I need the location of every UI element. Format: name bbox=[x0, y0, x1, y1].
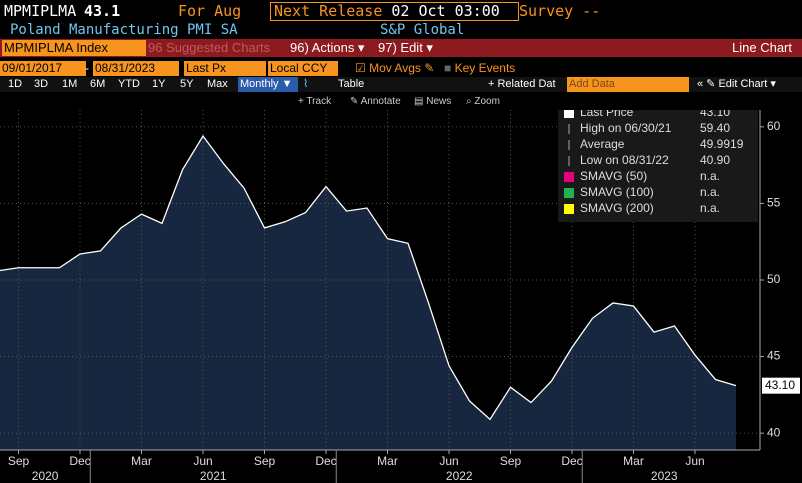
chart: 40 45 50 55 60 43.10 Sep Dec Mar Jun Sep Dec Mar Jun S… bbox=[0, 110, 802, 483]
edit-chart[interactable]: « ✎ Edit Chart ▾ bbox=[697, 78, 776, 90]
range-button[interactable]: YTD bbox=[118, 78, 140, 90]
legend-value: n.a. bbox=[700, 185, 720, 199]
range-button[interactable]: 1Y bbox=[152, 78, 166, 90]
year-label: 2022 bbox=[446, 469, 473, 483]
actions-menu[interactable]: 96) Actions ▾ bbox=[290, 40, 365, 55]
related-data[interactable]: + Related Dat bbox=[488, 78, 556, 90]
mov-avgs-label: Mov Avgs bbox=[369, 61, 421, 75]
x-tick-label: Sep bbox=[8, 454, 30, 468]
table-button[interactable]: Table bbox=[338, 78, 365, 90]
range-row: Monthly ▼ ⌇ Table + Related Dat Add Data… bbox=[0, 77, 802, 92]
legend-value: 49.9919 bbox=[700, 137, 744, 151]
range-button[interactable]: 1M bbox=[62, 78, 78, 90]
legend-label: Last Price bbox=[580, 110, 634, 119]
legend-label: Low on 08/31/22 bbox=[580, 153, 669, 167]
tools-row: + Track ✎ Annotate ▤ News ⌕ Zoom bbox=[0, 94, 802, 109]
area-fill bbox=[0, 136, 736, 450]
header-row: MPMIPLMA 43.1 For Aug Next Release 02 Oc… bbox=[0, 0, 802, 22]
add-data[interactable]: Add Data bbox=[567, 77, 689, 92]
price-field[interactable]: Last Px bbox=[184, 61, 266, 76]
y-tick-label: 45 bbox=[767, 349, 781, 363]
end-date[interactable]: 08/31/2023 bbox=[93, 61, 179, 76]
key-events[interactable]: ■ Key Events bbox=[444, 61, 516, 75]
news-tool[interactable]: ▤ News bbox=[414, 96, 452, 107]
legend-value: 59.40 bbox=[700, 121, 730, 135]
x-tick-label: Dec bbox=[69, 454, 90, 468]
range-button[interactable]: 5Y bbox=[180, 78, 194, 90]
security-name: Poland Manufacturing PMI SA bbox=[10, 22, 238, 38]
start-date[interactable]: 09/01/2017 bbox=[0, 61, 86, 76]
settings-row: 09/01/2017 - 08/31/2023 Last Px Local CC… bbox=[0, 61, 802, 76]
y-tick-label: 60 bbox=[767, 119, 781, 133]
legend-label: SMAVG (200) bbox=[580, 201, 654, 215]
menu-bar: MPMIPLMA Index 96 Suggested Charts 96) A… bbox=[0, 39, 802, 57]
last-value-label: 43.10 bbox=[765, 378, 795, 392]
price-line bbox=[0, 134, 737, 421]
suggested-charts[interactable]: 96 Suggested Charts bbox=[148, 40, 271, 55]
survey-value: -- bbox=[582, 2, 601, 20]
subheader-row: Poland Manufacturing PMI SA S&P Global bbox=[0, 22, 802, 38]
next-release-label: Next Release bbox=[274, 2, 383, 20]
legend: Last Price 43.10 High on 06/30/21 59.40 Aver… bbox=[558, 110, 758, 222]
survey: Survey -- bbox=[519, 0, 600, 22]
x-tick-label: Sep bbox=[500, 454, 522, 468]
y-tick-label: 50 bbox=[767, 272, 781, 286]
x-tick-label: Mar bbox=[623, 454, 644, 468]
legend-label: SMAVG (100) bbox=[580, 185, 654, 199]
legend-swatch bbox=[564, 188, 574, 198]
legend-value: 43.10 bbox=[700, 110, 730, 119]
legend-swatch bbox=[564, 172, 574, 182]
security-field[interactable]: MPMIPLMA Index bbox=[2, 40, 146, 56]
year-label: 2021 bbox=[200, 469, 227, 483]
next-release-date: 02 Oct 03:00 bbox=[391, 2, 500, 20]
legend-value: n.a. bbox=[700, 169, 720, 183]
last-value-tag bbox=[762, 377, 800, 394]
legend-swatch bbox=[564, 204, 574, 214]
x-tick-label: Dec bbox=[561, 454, 582, 468]
annotate-tool[interactable]: ✎ Annotate bbox=[350, 96, 401, 107]
zoom-tool[interactable]: ⌕ Zoom bbox=[466, 96, 500, 107]
source: S&P Global bbox=[380, 22, 465, 38]
ticker: MPMIPLMA bbox=[4, 2, 77, 20]
track-tool[interactable]: + Track bbox=[298, 96, 332, 107]
range-button[interactable]: 6M bbox=[90, 78, 106, 90]
year-label: 2020 bbox=[32, 469, 59, 483]
frequency[interactable]: Monthly ▼ bbox=[238, 77, 298, 92]
year-label: 2023 bbox=[651, 469, 678, 483]
y-tick-label: 40 bbox=[767, 425, 781, 439]
survey-label: Survey bbox=[519, 2, 574, 20]
range-button[interactable]: Max bbox=[207, 78, 228, 90]
legend-value: n.a. bbox=[700, 201, 720, 215]
next-release: Next Release 02 Oct 03:00 bbox=[270, 2, 519, 21]
x-tick-label: Dec bbox=[315, 454, 336, 468]
chart-type: Line Chart bbox=[732, 40, 792, 55]
range-button[interactable]: 3D bbox=[34, 78, 49, 90]
chart-icon[interactable]: ⌇ bbox=[303, 78, 309, 90]
x-tick-label: Jun bbox=[685, 454, 704, 468]
mov-avgs[interactable]: ☑ Mov Avgs ✎ bbox=[355, 61, 435, 75]
date-sep: - bbox=[85, 61, 89, 75]
legend-swatch bbox=[564, 110, 574, 118]
x-tick-label: Jun bbox=[439, 454, 458, 468]
x-tick-label: Mar bbox=[377, 454, 398, 468]
range-button[interactable]: 1D bbox=[8, 78, 23, 90]
period: For Aug bbox=[178, 2, 242, 20]
legend-label: Average bbox=[580, 137, 625, 151]
currency-field[interactable]: Local CCY bbox=[268, 61, 338, 76]
key-events-label: Key Events bbox=[454, 61, 516, 75]
legend-value: 40.90 bbox=[700, 153, 730, 167]
legend-label: SMAVG (50) bbox=[580, 169, 647, 183]
x-tick-label: Jun bbox=[193, 454, 212, 468]
last-value: 43.1 bbox=[84, 2, 121, 20]
x-tick-label: Mar bbox=[131, 454, 152, 468]
edit-menu[interactable]: 97) Edit ▾ bbox=[378, 40, 433, 55]
legend-box bbox=[558, 110, 758, 222]
legend-label: High on 06/30/21 bbox=[580, 121, 672, 135]
y-tick-label: 55 bbox=[767, 196, 781, 210]
x-tick-label: Sep bbox=[254, 454, 276, 468]
